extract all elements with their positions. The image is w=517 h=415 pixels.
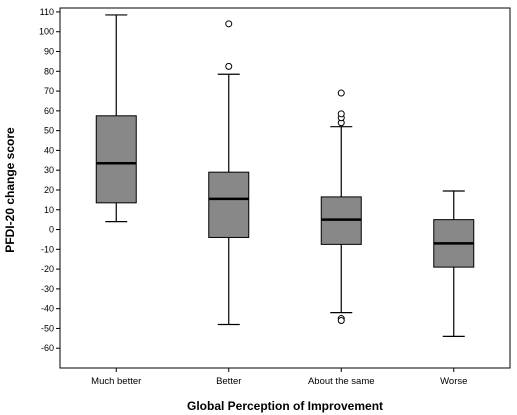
x-axis: Much better Better About the same Worse bbox=[91, 368, 467, 387]
y-tick-label: -50 bbox=[41, 323, 54, 333]
y-tick-label: -60 bbox=[41, 343, 54, 353]
y-axis: 1101009080706050403020100-10-20-30-40-50… bbox=[39, 7, 60, 353]
box-series bbox=[95, 14, 475, 337]
box-group bbox=[208, 20, 250, 326]
box-group bbox=[320, 89, 362, 325]
x-tick-label: About the same bbox=[308, 376, 375, 387]
y-tick-label: -40 bbox=[41, 304, 54, 314]
y-tick-label: 90 bbox=[44, 47, 54, 57]
x-tick-label: Worse bbox=[440, 376, 467, 387]
outlier-point bbox=[225, 62, 233, 70]
x-tick-label: Better bbox=[216, 376, 241, 387]
y-tick-label: 70 bbox=[44, 86, 54, 96]
y-tick-label: 110 bbox=[40, 7, 54, 17]
iqr-box bbox=[208, 171, 250, 238]
outlier-point bbox=[337, 89, 345, 97]
y-tick-label: 80 bbox=[44, 66, 54, 76]
outlier-point bbox=[337, 110, 345, 118]
y-axis-title: PFDI-20 change score bbox=[3, 127, 17, 253]
y-tick-label: -20 bbox=[41, 264, 54, 274]
y-tick-label: 10 bbox=[44, 205, 54, 215]
x-tick-label: Much better bbox=[91, 376, 141, 387]
y-tick-label: 50 bbox=[44, 126, 54, 136]
box-group bbox=[95, 14, 137, 223]
iqr-box bbox=[95, 115, 137, 204]
y-tick-label: -10 bbox=[41, 244, 54, 254]
outlier-point bbox=[337, 317, 345, 325]
y-tick-label: 20 bbox=[44, 185, 54, 195]
y-tick-label: 30 bbox=[44, 165, 54, 175]
outlier-point bbox=[225, 20, 233, 28]
box-group bbox=[433, 190, 475, 337]
y-tick-label: 60 bbox=[44, 106, 54, 116]
x-axis-title: Global Perception of Improvement bbox=[187, 399, 383, 413]
y-tick-label: 40 bbox=[44, 145, 54, 155]
y-tick-label: 100 bbox=[39, 27, 54, 37]
y-tick-label: 0 bbox=[49, 225, 54, 235]
y-tick-label: -30 bbox=[41, 284, 54, 294]
